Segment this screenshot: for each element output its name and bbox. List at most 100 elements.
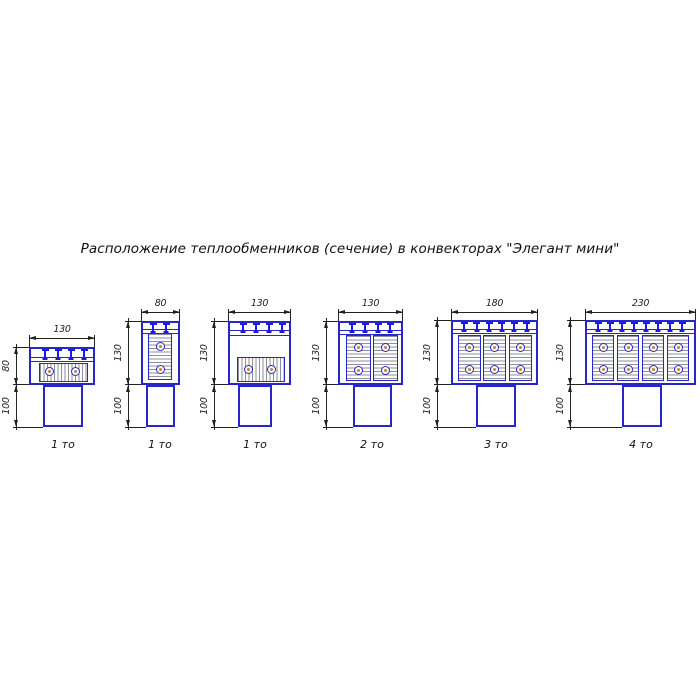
tube-center-mark: [601, 367, 605, 371]
side-dimension-extension: [567, 384, 585, 385]
tube-circle: [45, 367, 54, 376]
mounting-bracket-icon: [67, 349, 75, 359]
side-dimension-extension: [323, 384, 338, 385]
side-dimension-lower-label: 100: [199, 397, 210, 415]
dimension-arrow-icon: [126, 378, 130, 385]
tube-circle: [155, 341, 165, 351]
dimension-arrow-icon: [212, 321, 216, 328]
casing-grille-line: [453, 329, 536, 330]
casing-grille-line: [230, 330, 289, 331]
side-dimension-line: [437, 317, 438, 430]
dimension-arrow-icon: [435, 320, 439, 327]
side-dimension-extension: [13, 427, 43, 428]
dimension-arrow-icon: [435, 420, 439, 427]
dimension-arrow-icon: [435, 378, 439, 385]
top-dimension-extension: [402, 309, 403, 321]
tube-center-mark: [676, 367, 680, 371]
heat-exchanger: [508, 335, 532, 381]
mounting-bracket-icon: [41, 349, 49, 359]
dimension-arrow-icon: [29, 336, 36, 340]
dimension-arrow-icon: [14, 385, 18, 392]
top-dimension-line: [338, 312, 403, 313]
casing-grille-line: [340, 334, 401, 335]
mounting-bracket-icon: [460, 322, 468, 331]
tube-circle: [380, 365, 390, 375]
tube-circle: [623, 364, 633, 374]
tube-circle: [464, 342, 474, 352]
dimension-arrow-icon: [14, 378, 18, 385]
side-dimension-extension: [211, 427, 238, 428]
tube-circle: [267, 365, 276, 374]
side-dimension-extension: [434, 427, 476, 428]
top-dimension-line: [29, 338, 95, 339]
side-dimension-upper-label: 130: [422, 343, 433, 362]
top-dimension-label: 180: [485, 298, 504, 309]
dimension-arrow-icon: [451, 310, 458, 314]
mounting-bracket-icon: [654, 322, 662, 331]
side-dimension-extension: [125, 321, 141, 322]
top-dimension-extension: [141, 309, 142, 321]
top-dimension-extension: [537, 309, 538, 320]
side-dimension-upper-label: 130: [311, 344, 322, 362]
dimension-arrow-icon: [324, 420, 328, 427]
tube-circle: [353, 365, 363, 375]
mounting-bracket-icon: [485, 322, 493, 331]
convector-duct: [476, 385, 516, 427]
tube-center-mark: [356, 345, 360, 349]
mounting-bracket-icon: [510, 322, 518, 331]
mounting-bracket-icon: [265, 323, 273, 332]
side-dimension-extension: [125, 384, 141, 385]
mounting-bracket-icon: [149, 323, 157, 332]
side-dimension-lower-label: 100: [1, 397, 12, 415]
dimension-arrow-icon: [585, 310, 592, 314]
dimension-arrow-icon: [212, 420, 216, 427]
mounting-bracket-icon: [162, 323, 170, 332]
top-dimension-extension: [338, 309, 339, 321]
mounting-bracket-icon: [80, 349, 88, 359]
top-dimension-extension: [451, 309, 452, 320]
tube-center-mark: [651, 367, 655, 371]
casing-grille-line: [453, 333, 536, 334]
diagram-caption: 1 то: [243, 438, 267, 451]
tube-center-mark: [247, 368, 250, 371]
heat-exchanger: [617, 335, 639, 381]
heat-exchanger: [592, 335, 614, 381]
heat-exchanger: [457, 335, 481, 381]
mounting-bracket-icon: [498, 322, 505, 331]
diagram-caption: 3 то: [484, 438, 508, 451]
top-dimension-extension: [179, 309, 180, 321]
tube-center-mark: [158, 344, 162, 348]
mounting-bracket-icon: [278, 323, 286, 332]
side-dimension-extension: [211, 321, 228, 322]
dimension-arrow-icon: [141, 310, 148, 314]
mounting-bracket-icon: [606, 322, 614, 331]
side-dimension-extension: [567, 320, 585, 321]
top-dimension-extension: [228, 309, 229, 321]
tube-circle: [244, 365, 253, 374]
side-dimension-lower-label: 100: [113, 397, 124, 415]
dimension-arrow-icon: [126, 321, 130, 328]
tube-circle: [673, 364, 683, 374]
dimension-arrow-icon: [212, 385, 216, 392]
dimension-arrow-icon: [324, 321, 328, 328]
top-dimension-extension: [94, 335, 95, 347]
tube-center-mark: [626, 345, 630, 349]
tube-circle: [598, 364, 608, 374]
tube-circle: [490, 364, 499, 374]
tube-center-mark: [518, 345, 522, 349]
dimension-arrow-icon: [568, 420, 572, 427]
mounting-bracket-icon: [618, 322, 626, 331]
dimension-arrow-icon: [324, 378, 328, 385]
heat-exchanger: [483, 335, 506, 381]
casing-grille-line: [31, 357, 93, 358]
dimension-arrow-icon: [568, 320, 572, 327]
casing-grille-line: [587, 329, 694, 330]
tube-center-mark: [48, 370, 51, 373]
convector-duct: [43, 385, 83, 427]
side-dimension-extension: [13, 347, 29, 348]
tube-center-mark: [74, 370, 77, 373]
tube-center-mark: [270, 368, 273, 371]
side-dimension-extension: [434, 384, 451, 385]
tube-center-mark: [518, 367, 522, 371]
top-dimension-label: 130: [361, 298, 380, 309]
